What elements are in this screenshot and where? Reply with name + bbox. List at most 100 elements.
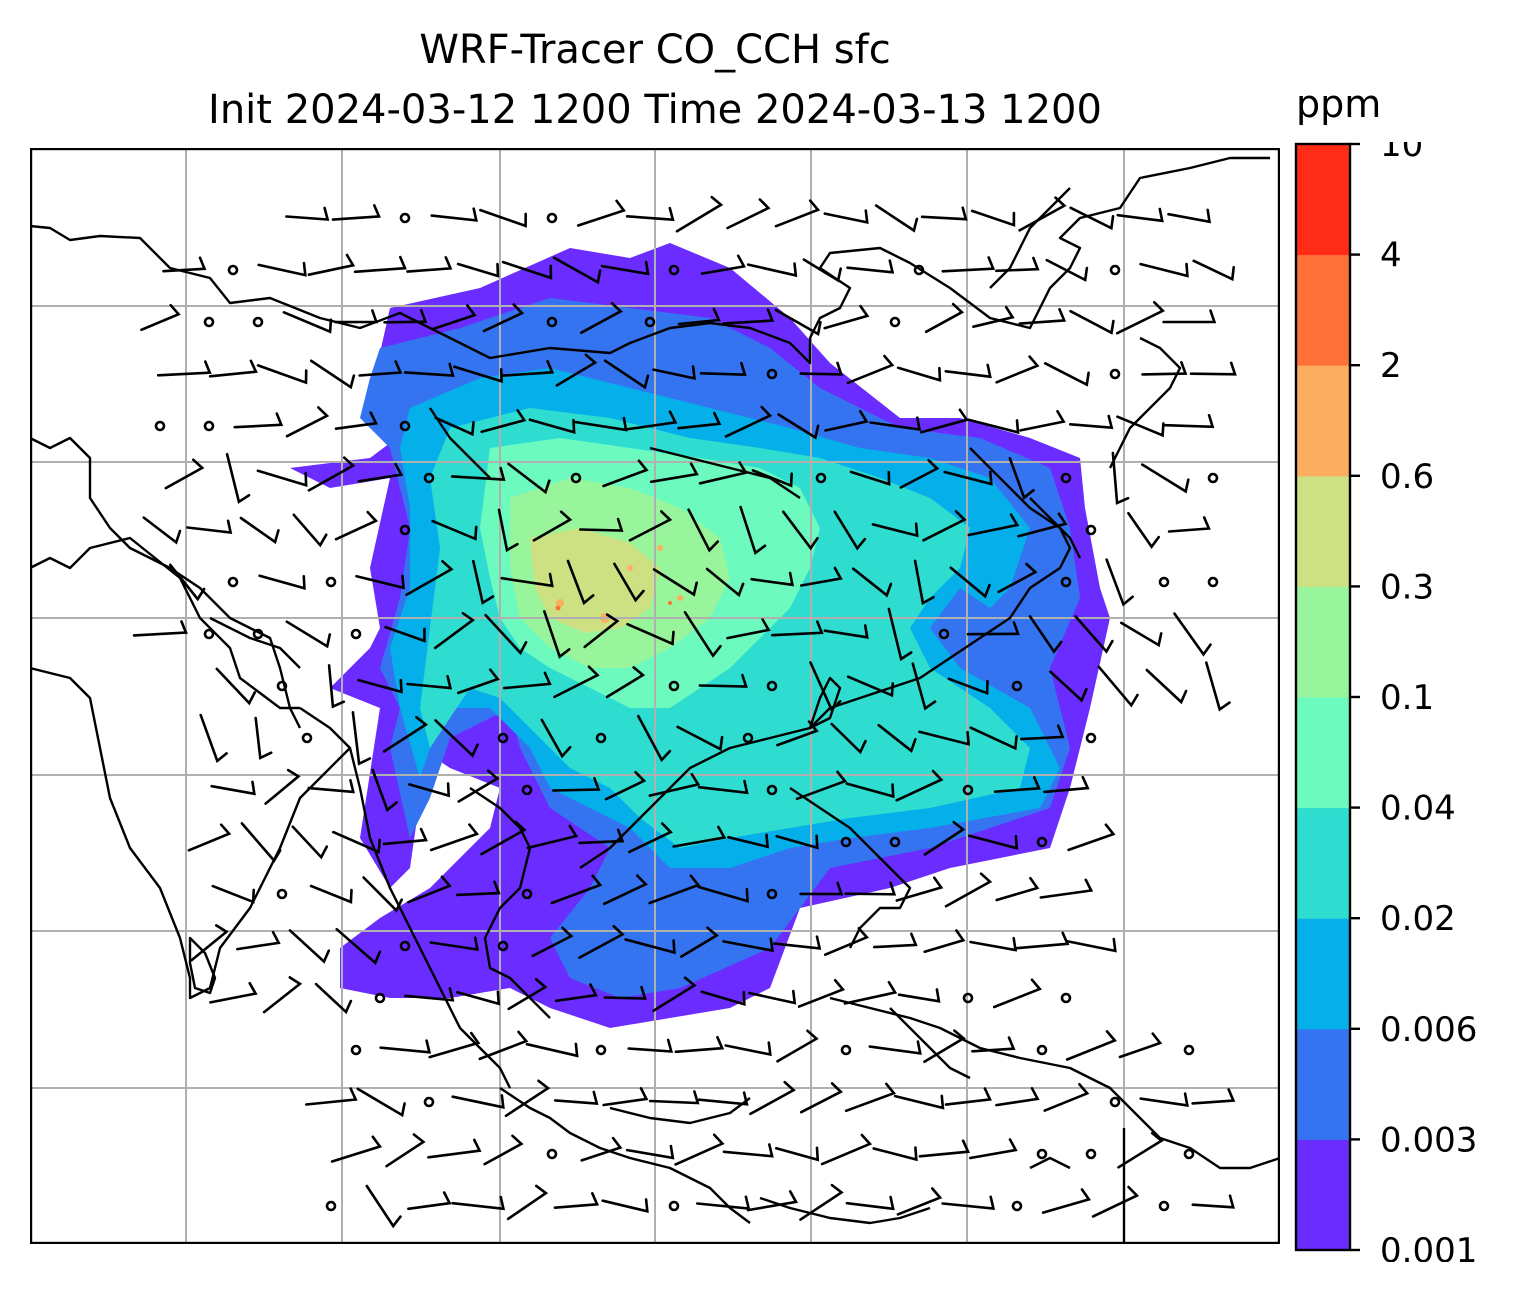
wind-barb [944,872,993,908]
wind-barb [552,776,601,792]
wind-barb [1139,1092,1189,1107]
wind-barb [601,1198,649,1213]
wind-barb [911,662,937,711]
wind-barb [851,567,893,598]
wind-barb [993,776,1041,793]
calm-wind-circle [840,836,852,848]
wind-barb [208,359,258,378]
wind-barb [309,884,353,904]
wind-barb [526,824,579,850]
wind-barb [724,405,773,438]
calm-wind-circle [276,888,288,900]
wind-barb [383,309,428,324]
calm-wind-circle [350,1044,362,1056]
wind-barb [507,978,548,1011]
calm-wind-circle [1060,576,1072,588]
wind-barb [823,624,869,639]
wind-barb [970,209,1016,227]
wind-barb [750,571,795,587]
colorbar-tick-label: 0.02 [1380,899,1456,939]
wind-barb [504,1079,551,1118]
calm-wind-circle [1109,264,1121,276]
wind-barb [1173,612,1212,657]
wind-barb [427,1138,482,1159]
wind-barb [335,927,382,965]
wind-barb [949,566,991,599]
wind-barb [307,456,356,492]
calm-wind-circle [766,368,778,380]
wind-barb [844,881,897,896]
calm-wind-circle [1207,472,1219,484]
wind-barb [944,1087,992,1106]
wind-barb [480,820,527,856]
wind-barb [1020,724,1065,741]
wind-barb [871,522,919,538]
wind-barb [698,461,748,485]
wind-barb [603,359,650,390]
wind-barb [502,671,552,690]
wind-barb [751,469,793,488]
wind-barb [1069,309,1115,335]
colorbar-tick-label: 0.006 [1380,1010,1477,1050]
wind-barb [334,510,379,541]
wind-barb [285,620,332,649]
calm-wind-circle [644,316,656,328]
calm-wind-circle [227,264,239,276]
wind-barb [920,408,969,434]
wind-barb [225,452,251,504]
calm-wind-circle [938,628,950,640]
wind-barb [309,359,356,390]
wind-barb [479,208,527,228]
wind-barb [431,519,478,541]
wind-barb [365,1184,402,1229]
calm-wind-circle [766,784,778,796]
wind-barb [877,723,917,753]
wind-barb [637,714,672,763]
calm-wind-circle [350,628,362,640]
wind-barb [626,622,675,646]
wind-barb [334,411,378,430]
calm-wind-circle [1183,1148,1195,1160]
wind-barb [258,574,306,591]
calm-wind-circle [815,472,827,484]
wind-barb [543,610,571,659]
wind-barb [285,406,330,438]
wind-barb [483,1134,524,1166]
calm-wind-circle [546,1148,558,1160]
wind-barb [1045,258,1089,282]
wind-barb [450,466,506,482]
colorbar-tick-label: 0.1 [1380,678,1434,718]
wind-barb [923,1029,966,1063]
calm-wind-circle [840,1044,852,1056]
wind-barb [809,661,842,712]
wind-barb [351,711,372,766]
calm-wind-circle [889,836,901,848]
wind-barb [676,725,724,752]
wind-barb [240,822,282,863]
wind-barb [579,517,624,532]
wind-barb [385,1133,426,1168]
wind-barb [823,209,869,225]
wind-barb [782,510,819,551]
wind-barb [966,418,1020,435]
wind-barb [371,768,398,813]
wind-barb [746,262,798,278]
colorbar: 0.001 0.003 0.006 0.02 0.04 0.1 0.3 0.6 2 4 10 [1294,142,1477,1262]
wind-barb [500,359,555,377]
wind-barb [628,822,673,854]
wind-barb [995,355,1040,384]
wind-barb [727,833,770,849]
calm-wind-circle [497,940,509,952]
wind-barb [924,302,965,334]
calm-wind-circle [889,316,901,328]
wind-barb [209,981,258,1004]
calm-wind-circle [399,420,411,432]
wind-barb [997,562,1038,594]
wind-barb [576,199,626,227]
calm-wind-circle [325,1200,337,1212]
wind-barb [776,720,819,747]
wind-barb [1019,410,1066,432]
calm-wind-circle [668,680,680,692]
wind-barb [697,779,749,795]
calm-wind-circle [766,680,778,692]
